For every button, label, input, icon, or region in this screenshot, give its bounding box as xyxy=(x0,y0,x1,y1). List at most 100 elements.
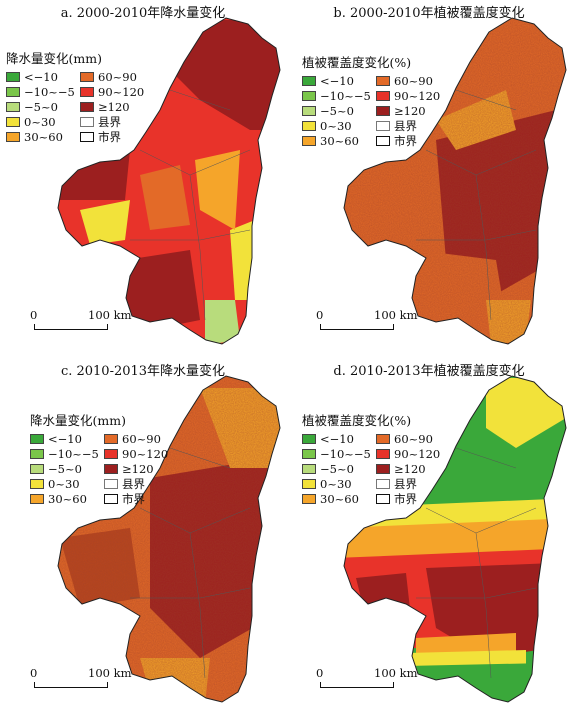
legend-swatch xyxy=(30,479,44,489)
scale-bar: 0 100 km xyxy=(30,666,131,690)
panel-a: a. 2000-2010年降水量变化 降水量变化(mm) <−10 60~90 −1… xyxy=(0,0,286,358)
precip-map-2010-2013 xyxy=(57,375,281,703)
legend-label: <−10 xyxy=(320,432,354,446)
legend-label: 90~120 xyxy=(98,85,145,99)
legend-swatch xyxy=(80,72,94,82)
legend-swatch xyxy=(80,87,94,97)
legend-item: <−10 xyxy=(302,74,376,88)
legend-label: 30~60 xyxy=(320,492,359,506)
legend-item: 30~60 xyxy=(6,130,80,144)
legend-swatch xyxy=(302,464,316,474)
panel-b: b. 2000-2010年植被覆盖度变化 植被覆盖度变化(%) <−10 60~9… xyxy=(286,0,572,358)
panel-title: c. 2010-2013年降水量变化 xyxy=(60,364,226,379)
legend-item: 市界 xyxy=(376,134,450,148)
legend-label: −5~0 xyxy=(320,104,354,118)
legend-item: 30~60 xyxy=(302,492,376,506)
legend-item: 90~120 xyxy=(80,85,154,99)
legend-label: 县界 xyxy=(98,115,121,129)
legend-label: −5~0 xyxy=(24,100,58,114)
legend-item: <−10 xyxy=(6,70,80,84)
legend-swatch xyxy=(80,102,94,112)
legend-item: 市界 xyxy=(80,130,154,144)
legend-label: 60~90 xyxy=(122,432,161,446)
legend-swatch xyxy=(302,91,316,101)
legend-swatch xyxy=(376,76,390,86)
legend-title: 降水量变化(mm) xyxy=(6,51,102,66)
scale-line xyxy=(320,682,394,688)
scale-zero: 0 xyxy=(316,308,324,322)
legend-item: 60~90 xyxy=(80,70,154,84)
legend-item: 30~60 xyxy=(30,492,104,506)
legend-item: 90~120 xyxy=(376,89,450,103)
legend-item: −10~−5 xyxy=(302,89,376,103)
legend-label: −5~0 xyxy=(320,462,354,476)
legend-item: ≥120 xyxy=(376,462,450,476)
scale-end: 100 km xyxy=(88,308,132,322)
legend-swatch xyxy=(376,494,390,504)
legend: 降水量变化(mm) <−10 60~90 −10~−5 90~120 −5~0 ≥120 0… xyxy=(6,48,154,144)
legend-swatch xyxy=(30,449,44,459)
legend-item: 县界 xyxy=(104,477,178,491)
vegetation-map-2000-2010 xyxy=(343,17,567,345)
panel-title: b. 2000-2010年植被覆盖度变化 xyxy=(333,6,525,21)
legend-swatch xyxy=(104,479,118,489)
legend-label: 60~90 xyxy=(394,74,433,88)
legend-item: 60~90 xyxy=(376,74,450,88)
legend-swatch xyxy=(80,117,94,127)
legend-label: 0~30 xyxy=(320,119,352,133)
legend-swatch xyxy=(104,449,118,459)
panel-c: c. 2010-2013年降水量变化 降水量变化(mm) <−10 60~90 −1… xyxy=(0,358,286,716)
panel-title: a. 2000-2010年降水量变化 xyxy=(60,6,226,21)
legend-item: −10~−5 xyxy=(30,447,104,461)
legend-item: 90~120 xyxy=(104,447,178,461)
legend-items: <−10 60~90 −10~−5 90~120 −5~0 ≥120 0~30 县界 30~60… xyxy=(30,432,178,506)
legend-label: 30~60 xyxy=(320,134,359,148)
scale-line xyxy=(34,682,108,688)
legend-item: 60~90 xyxy=(376,432,450,446)
legend-swatch xyxy=(376,449,390,459)
legend: 植被覆盖度变化(%) <−10 60~90 −10~−5 90~120 −5~0 ≥120… xyxy=(302,410,450,506)
legend-item: 县界 xyxy=(376,477,450,491)
legend-swatch xyxy=(376,121,390,131)
legend-item: 30~60 xyxy=(302,134,376,148)
legend-swatch xyxy=(6,87,20,97)
legend-item: 市界 xyxy=(376,492,450,506)
legend-label: −10~−5 xyxy=(320,447,371,461)
legend-swatch xyxy=(376,136,390,146)
legend-swatch xyxy=(376,106,390,116)
legend-swatch xyxy=(30,464,44,474)
legend-swatch xyxy=(376,479,390,489)
legend-label: 60~90 xyxy=(394,432,433,446)
legend-swatch xyxy=(302,434,316,444)
legend-label: 60~90 xyxy=(98,70,137,84)
legend-swatch xyxy=(302,494,316,504)
legend-swatch xyxy=(104,434,118,444)
legend-title: 植被覆盖度变化(%) xyxy=(302,55,412,70)
legend-swatch xyxy=(376,464,390,474)
legend-label: 市界 xyxy=(394,134,417,148)
legend-item: ≥120 xyxy=(104,462,178,476)
legend-item: −5~0 xyxy=(30,462,104,476)
legend-label: ≥120 xyxy=(98,100,130,114)
legend-swatch xyxy=(302,479,316,489)
legend-label: ≥120 xyxy=(122,462,154,476)
legend-item: 0~30 xyxy=(30,477,104,491)
scale-end: 100 km xyxy=(374,666,418,680)
scale-line xyxy=(320,324,394,330)
legend-item: <−10 xyxy=(30,432,104,446)
legend-label: 90~120 xyxy=(122,447,169,461)
legend-item: −5~0 xyxy=(6,100,80,114)
legend-item: 0~30 xyxy=(6,115,80,129)
legend-label: 县界 xyxy=(394,477,417,491)
legend-item: 市界 xyxy=(104,492,178,506)
legend-label: 县界 xyxy=(394,119,417,133)
legend-swatch xyxy=(302,449,316,459)
legend-swatch xyxy=(30,434,44,444)
legend-swatch xyxy=(376,434,390,444)
legend-swatch xyxy=(104,464,118,474)
legend-label: 市界 xyxy=(98,130,121,144)
legend-label: −10~−5 xyxy=(320,89,371,103)
legend-title: 降水量变化(mm) xyxy=(30,413,126,428)
legend-label: 县界 xyxy=(122,477,145,491)
legend-label: −10~−5 xyxy=(48,447,99,461)
